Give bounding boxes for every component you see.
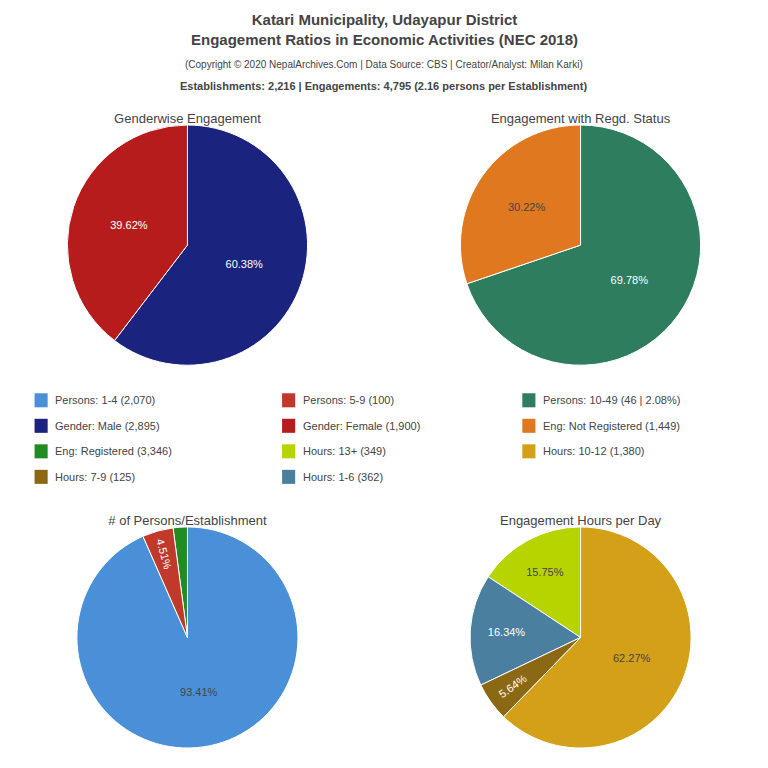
svg-text:Hours: 1-6 (362): Hours: 1-6 (362)	[303, 471, 383, 483]
svg-text:Genderwise Engagement: Genderwise Engagement	[114, 111, 261, 126]
svg-text:Persons: 10-49 (46 | 2.08%): Persons: 10-49 (46 | 2.08%)	[543, 394, 680, 406]
svg-text:93.41%: 93.41%	[180, 686, 218, 698]
svg-text:Hours: 10-12 (1,380): Hours: 10-12 (1,380)	[543, 445, 645, 457]
svg-text:Gender: Male (2,895): Gender: Male (2,895)	[55, 420, 160, 432]
svg-text:Engagement with Regd. Status: Engagement with Regd. Status	[491, 111, 671, 126]
svg-text:30.22%: 30.22%	[508, 201, 546, 213]
svg-text:16.34%: 16.34%	[488, 626, 526, 638]
svg-text:Establishments: 2,216 | Engage: Establishments: 2,216 | Engagements: 4,7…	[180, 80, 588, 92]
svg-text:# of Persons/Establishment: # of Persons/Establishment	[108, 513, 267, 528]
svg-text:5.64%: 5.64%	[497, 672, 530, 700]
svg-text:Katari Municipality, Udayapur: Katari Municipality, Udayapur DistrictEn…	[191, 11, 578, 48]
svg-text:(Copyright © 2020 NepalArchive: (Copyright © 2020 NepalArchives.Com | Da…	[185, 59, 583, 70]
svg-text:Hours: 7-9 (125): Hours: 7-9 (125)	[55, 471, 135, 483]
svg-text:4.51%: 4.51%	[154, 537, 174, 570]
svg-text:60.38%: 60.38%	[226, 258, 264, 270]
svg-text:Gender: Female (1,900): Gender: Female (1,900)	[303, 420, 420, 432]
svg-text:Eng: Registered (3,346): Eng: Registered (3,346)	[55, 445, 172, 457]
svg-text:39.62%: 39.62%	[110, 219, 148, 231]
svg-text:Eng: Not Registered (1,449): Eng: Not Registered (1,449)	[543, 420, 680, 432]
svg-text:15.75%: 15.75%	[526, 566, 564, 578]
svg-text:Engagement Hours per Day: Engagement Hours per Day	[500, 513, 662, 528]
svg-text:69.78%: 69.78%	[611, 274, 649, 286]
svg-text:Persons: 1-4 (2,070): Persons: 1-4 (2,070)	[55, 394, 155, 406]
svg-text:62.27%: 62.27%	[613, 652, 651, 664]
svg-text:Hours: 13+ (349): Hours: 13+ (349)	[303, 445, 386, 457]
svg-text:Persons: 5-9 (100): Persons: 5-9 (100)	[303, 394, 394, 406]
